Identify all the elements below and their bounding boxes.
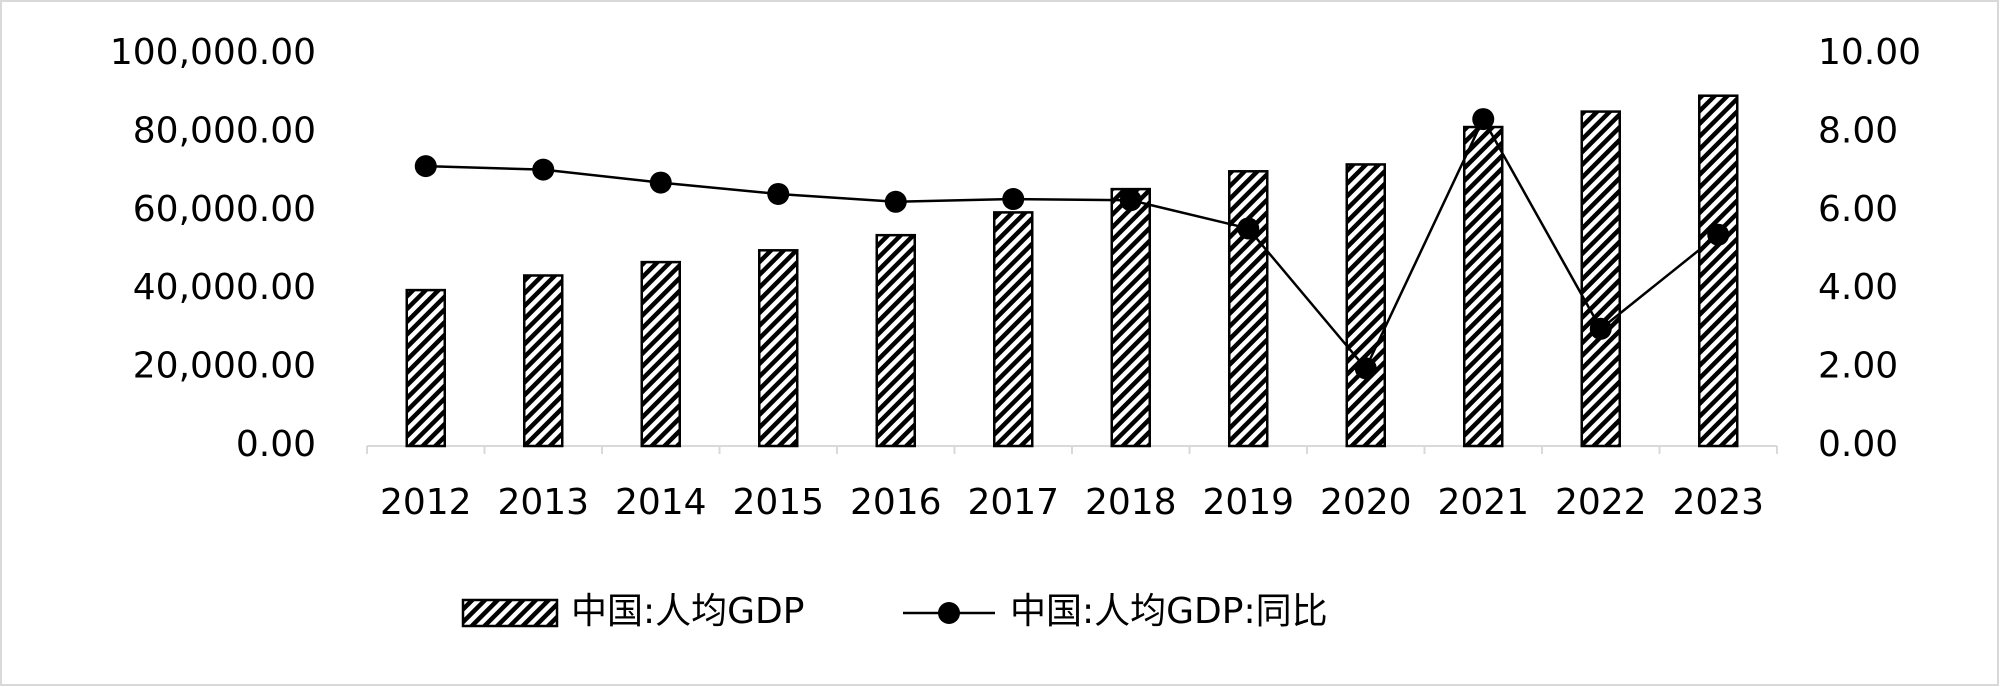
bar [993, 211, 1034, 448]
y-tick-label: 60,000.00 [133, 189, 316, 230]
line [425, 116, 1720, 371]
line-marker [1002, 188, 1025, 211]
x-tick-label: 2022 [1555, 482, 1647, 523]
y2-tick-label: 2.00 [1818, 346, 1898, 387]
y2-tick-label: 10.00 [1818, 32, 1921, 73]
line-marker [1707, 223, 1730, 246]
x-tick-label: 2021 [1437, 482, 1529, 523]
y-tick-label: 40,000.00 [133, 267, 316, 308]
line-marker [414, 155, 437, 178]
line-marker [1237, 217, 1260, 240]
line-marker [1472, 108, 1495, 131]
bar [523, 274, 564, 448]
line-marker [884, 190, 907, 213]
y2-tick-label: 8.00 [1818, 110, 1898, 151]
line-marker [1354, 357, 1377, 380]
bar [640, 260, 681, 448]
legend-marker [938, 602, 960, 624]
x-tick-label: 2023 [1672, 482, 1764, 523]
x-tick-label: 2015 [732, 482, 824, 523]
bar [1110, 187, 1151, 448]
bar [758, 249, 799, 448]
y2-tick-label: 6.00 [1818, 189, 1898, 230]
legend-label: 中国:人均GDP [571, 591, 804, 632]
y-tick-label: 80,000.00 [133, 110, 316, 151]
legend-swatch [461, 598, 559, 628]
line-marker [1119, 189, 1142, 212]
x-tick-label: 2018 [1085, 482, 1177, 523]
x-tick-label: 2017 [967, 482, 1059, 523]
x-tick-label: 2016 [850, 482, 942, 523]
x-tick-label: 2012 [380, 482, 472, 523]
line-marker [532, 158, 555, 181]
bar [1463, 125, 1504, 448]
bar [1228, 170, 1269, 448]
x-tick-label: 2019 [1202, 482, 1294, 523]
line-marker [649, 171, 672, 194]
line-marker [1589, 317, 1612, 340]
line-marker [767, 182, 790, 205]
y2-tick-label: 0.00 [1818, 424, 1898, 465]
y-tick-label: 100,000.00 [110, 32, 316, 73]
x-tick-label: 2014 [615, 482, 707, 523]
bar [875, 233, 916, 448]
legend-label: 中国:人均GDP:同比 [1010, 591, 1328, 632]
y2-tick-label: 4.00 [1818, 267, 1898, 308]
x-tick-label: 2020 [1320, 482, 1412, 523]
y-tick-label: 0.00 [236, 424, 316, 465]
y-tick-label: 20,000.00 [133, 346, 316, 387]
bar [1580, 110, 1621, 448]
x-tick-label: 2013 [497, 482, 589, 523]
bar [1345, 163, 1386, 448]
bar [1698, 94, 1739, 448]
bar [405, 288, 446, 448]
